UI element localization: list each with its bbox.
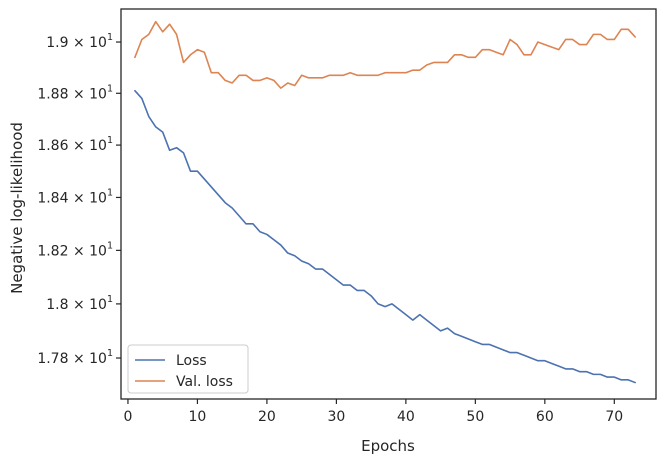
y-axis-ticks: 1.78 × 101 1.8 × 101 1.82 × 101 1.84 × 101 1… [37,32,121,367]
y-tick-label: 1.86 × 101 [37,135,113,154]
legend: Loss Val. loss [127,344,249,394]
y-tick-label: 1.82 × 101 [37,240,113,259]
x-axis-ticks: 0 10 20 30 40 50 60 70 [123,399,623,425]
y-tick-label: 1.9 × 101 [46,32,113,51]
x-tick-label: 20 [258,409,276,425]
x-tick-label: 70 [605,409,623,425]
series-line-loss [134,89,636,384]
x-tick-label: 10 [189,409,207,425]
x-tick-label: 50 [466,409,484,425]
y-axis-label: Negative log-likelihood [8,122,26,294]
x-tick-label: 40 [397,409,415,425]
y-tick-label: 1.84 × 101 [37,187,113,206]
legend-label-loss: Loss [176,353,207,369]
plot-frame [120,8,657,400]
x-tick-label: 60 [536,409,554,425]
y-tick-label: 1.88 × 101 [37,83,113,102]
x-axis-label: Epochs [361,437,415,455]
x-tick-label: 30 [327,409,345,425]
y-tick-label: 1.78 × 101 [37,348,113,367]
series-lines [134,20,636,384]
series-line-val-loss [134,20,636,89]
y-tick-label: 1.8 × 101 [46,294,113,313]
x-tick-label: 0 [123,409,132,425]
legend-label-val-loss: Val. loss [176,374,233,390]
